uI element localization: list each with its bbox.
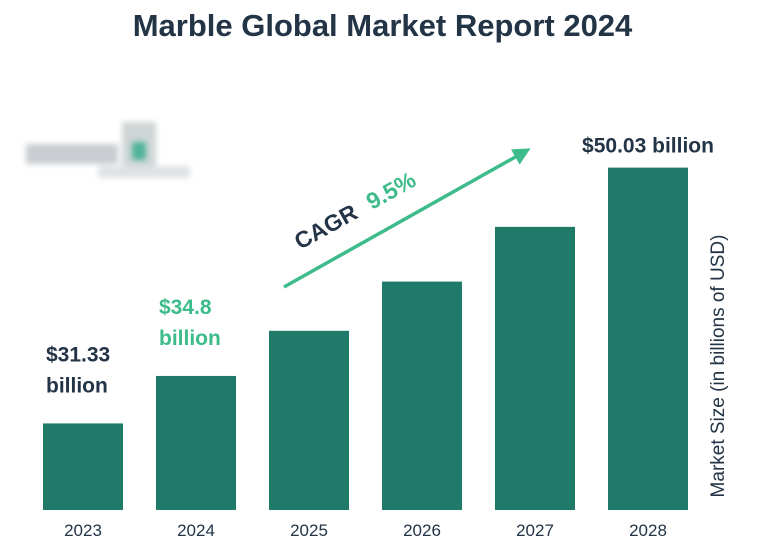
y-axis-label: Market Size (in billions of USD) [708, 235, 729, 498]
data-label-2024-line1: $34.8 [159, 296, 212, 319]
cagr-arrow [283, 148, 531, 289]
cagr-annotation: CAGR 9.5% [290, 166, 420, 254]
bar-2026 [382, 281, 462, 510]
bars-layer [43, 167, 688, 510]
bar-2027 [495, 226, 575, 510]
x-axis-tick-labels: 2023 2024 2025 2026 2027 2028 [64, 521, 667, 540]
bar-2023 [43, 423, 123, 510]
data-labels-layer: $31.33 billion $34.8 billion $50.03 billion [46, 135, 714, 398]
cagr-value: 9.5% [362, 166, 420, 214]
data-label-2023-line2: billion [46, 374, 108, 397]
cagr-label: CAGR [290, 199, 362, 255]
data-label-2023-line1: $31.33 [46, 343, 110, 366]
x-tick-label-2023: 2023 [64, 521, 102, 540]
bar-2025 [269, 330, 349, 510]
data-label-2024-line2: billion [159, 327, 221, 350]
x-tick-label-2027: 2027 [516, 521, 554, 540]
bar-2024 [156, 375, 236, 510]
x-tick-label-2026: 2026 [403, 521, 441, 540]
x-tick-label-2024: 2024 [177, 521, 215, 540]
chart-title: Marble Global Market Report 2024 [132, 8, 633, 43]
x-tick-label-2025: 2025 [290, 521, 328, 540]
blurred-logo [22, 118, 197, 180]
x-tick-label-2028: 2028 [629, 521, 667, 540]
bar-2028 [608, 167, 688, 510]
data-label-2028: $50.03 billion [582, 135, 714, 158]
